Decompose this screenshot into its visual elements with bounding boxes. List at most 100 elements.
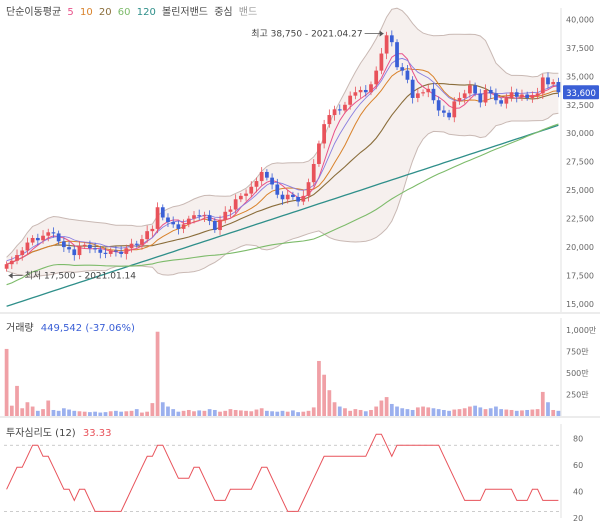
volume-bar — [499, 409, 504, 416]
volume-bar — [525, 409, 530, 416]
volume-bar — [15, 385, 19, 416]
candle-body — [30, 237, 35, 243]
candle-body — [15, 255, 19, 261]
candle-body — [447, 112, 451, 118]
current-price-tag — [563, 85, 599, 100]
volume-bar — [384, 397, 389, 416]
candle-body — [238, 195, 243, 200]
ma-10-label: 10 — [79, 7, 93, 18]
candle-body — [431, 88, 436, 101]
volume-bar — [311, 407, 316, 416]
volume-bar — [379, 400, 384, 416]
volume-bar — [212, 409, 217, 416]
psychology-tick-label: 40 — [573, 488, 583, 497]
volume-bar — [275, 411, 280, 416]
volume-bar — [20, 408, 25, 416]
candle-body — [140, 239, 144, 245]
candle-body — [35, 237, 40, 241]
candle-body — [468, 85, 472, 94]
volume-bar — [108, 411, 113, 416]
volume-panel — [0, 318, 600, 418]
volume-bar — [296, 412, 300, 416]
volume-bar — [301, 411, 306, 416]
candle-body — [61, 241, 66, 248]
volume-bar — [233, 409, 238, 416]
candle-body — [212, 220, 217, 231]
price-tick-label: 32,500 — [566, 101, 594, 110]
volume-bar — [35, 410, 40, 416]
candle-body — [197, 215, 202, 217]
candle-body — [374, 70, 379, 85]
candle-body — [192, 215, 196, 219]
volume-bar — [265, 410, 269, 416]
volume-bar — [322, 374, 327, 416]
price-tick-label: 22,500 — [566, 215, 594, 224]
bollinger-band-fill — [6, 8, 559, 278]
candle-body — [426, 88, 431, 93]
candle-body — [514, 92, 519, 97]
candle-body — [415, 93, 420, 98]
candle-body — [233, 199, 238, 210]
volume-bar — [337, 406, 342, 416]
candle-body — [421, 92, 425, 94]
candle-body — [25, 242, 30, 251]
volume-bar — [9, 405, 14, 416]
volume-bar — [51, 409, 56, 416]
candle-body — [520, 94, 524, 97]
volume-bar — [98, 412, 103, 416]
volume-bar — [556, 410, 561, 416]
ma-5-label: 5 — [67, 7, 74, 18]
volume-bar — [530, 409, 535, 416]
volume-bar — [192, 411, 196, 416]
candle-body — [108, 250, 113, 254]
candle-body — [457, 97, 462, 102]
price-tick-label: 37,500 — [566, 44, 594, 53]
candle-body — [395, 42, 399, 68]
candle-body — [244, 193, 248, 196]
volume-bar — [119, 411, 124, 416]
candle-body — [473, 85, 477, 94]
candle-body — [499, 100, 504, 104]
high-arrowhead — [379, 30, 384, 37]
volume-bar — [77, 411, 82, 416]
candle-body — [291, 194, 295, 198]
volume-bar — [462, 408, 467, 416]
price-tick-label: 15,000 — [566, 300, 594, 309]
candle-body — [483, 89, 488, 103]
volume-bar — [551, 409, 556, 416]
volume-bar — [306, 410, 311, 416]
candle-body — [327, 115, 332, 125]
candle-body — [46, 232, 51, 236]
volume-bar — [25, 402, 30, 416]
volume-bar — [259, 408, 264, 416]
low-arrowhead — [8, 272, 13, 279]
volume-bar — [478, 407, 483, 416]
volume-bar — [400, 408, 405, 416]
candle-body — [41, 235, 45, 241]
volume-bar — [114, 410, 118, 416]
ma-10-line — [6, 68, 559, 265]
volume-bar — [520, 410, 524, 416]
candle-body — [369, 84, 373, 93]
candle-body — [556, 82, 561, 93]
candle-body — [119, 251, 124, 254]
volume-bar — [228, 409, 233, 416]
volume-bar — [93, 411, 97, 416]
candle-body — [4, 264, 9, 269]
candle-body — [332, 109, 337, 116]
volume-bar — [540, 391, 545, 416]
candle-body — [72, 249, 77, 256]
candle-body — [384, 35, 389, 54]
candle-body — [77, 245, 82, 256]
volume-bar — [473, 405, 477, 416]
candle-body — [67, 247, 71, 250]
psychology-tick-label: 60 — [573, 461, 583, 470]
candle-body — [478, 93, 483, 103]
candle-body — [186, 218, 191, 225]
candle-body — [218, 219, 222, 231]
candle-body — [337, 109, 342, 111]
volume-bar — [431, 408, 436, 416]
volume-value: 449,542 (-37.06%) — [40, 323, 135, 334]
volume-bar — [514, 410, 519, 416]
price-tick-label: 27,500 — [566, 158, 594, 167]
